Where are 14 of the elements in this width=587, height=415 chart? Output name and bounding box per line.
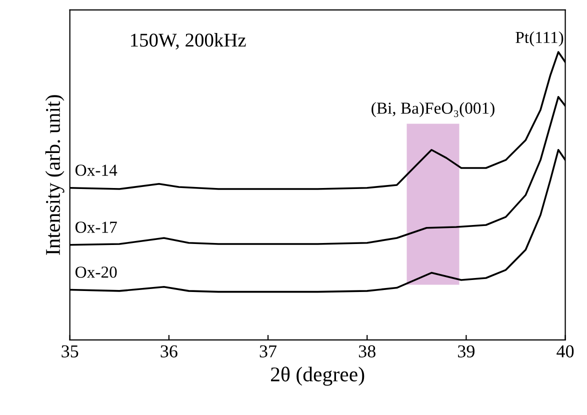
x-tick-label: 39 xyxy=(458,345,474,358)
x-tick-label: 37 xyxy=(260,345,277,358)
series-label: Ox-20 xyxy=(75,266,117,278)
text: 150W, 200kHz xyxy=(131,33,246,50)
annotation: Pt(111) xyxy=(516,31,564,46)
x-tick-label: 36 xyxy=(160,345,178,358)
y-axis-title: Intensity (arb. unit) xyxy=(45,95,64,255)
x-tick-label: 35 xyxy=(62,345,78,358)
series-label: Ox-17 xyxy=(75,222,117,233)
series-label: Ox-14 xyxy=(75,164,118,176)
x-tick-label: 38 xyxy=(358,345,376,358)
x-tick-label: 40 xyxy=(556,345,574,358)
x-axis-title: 2θ (degree) xyxy=(270,366,364,386)
band-label: (Bi, Ba)FeO₃(001) xyxy=(372,102,494,118)
